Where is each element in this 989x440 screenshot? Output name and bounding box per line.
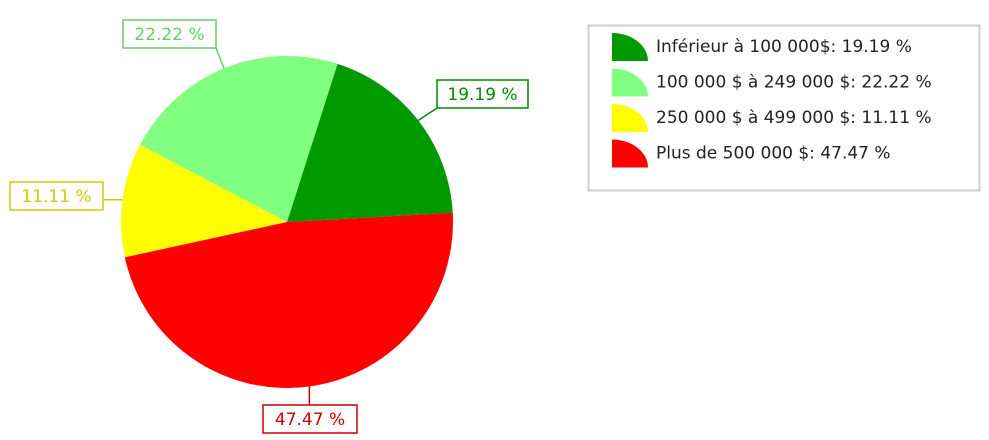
legend-label: 250 000 $ à 499 000 $: 11.11 % [656,108,932,128]
legend-label: Inférieur à 100 000$: 19.19 % [656,37,912,57]
data-label: 47.47 % [275,410,345,430]
pie-slice [120,144,287,258]
data-label: 22.22 % [134,25,204,45]
legend-label: Plus de 500 000 $: 47.47 % [656,144,891,164]
legend-swatch [612,139,648,168]
data-label: 19.19 % [447,85,517,105]
pie-slice [287,63,453,222]
label-box [9,181,104,211]
leader-line [215,47,225,69]
label-box [122,19,217,49]
legend-swatch [612,68,648,97]
label-box [262,404,358,434]
leader-line [417,107,438,122]
data-label: 11.11 % [21,187,91,207]
legend-label: 100 000 $ à 249 000 $: 22.22 % [656,73,932,93]
pie-slice [124,212,454,388]
legend-swatch [612,33,648,61]
label-box [436,79,529,109]
legend-swatch [612,104,648,132]
legend-box [587,24,981,192]
pie-slice [140,56,338,223]
